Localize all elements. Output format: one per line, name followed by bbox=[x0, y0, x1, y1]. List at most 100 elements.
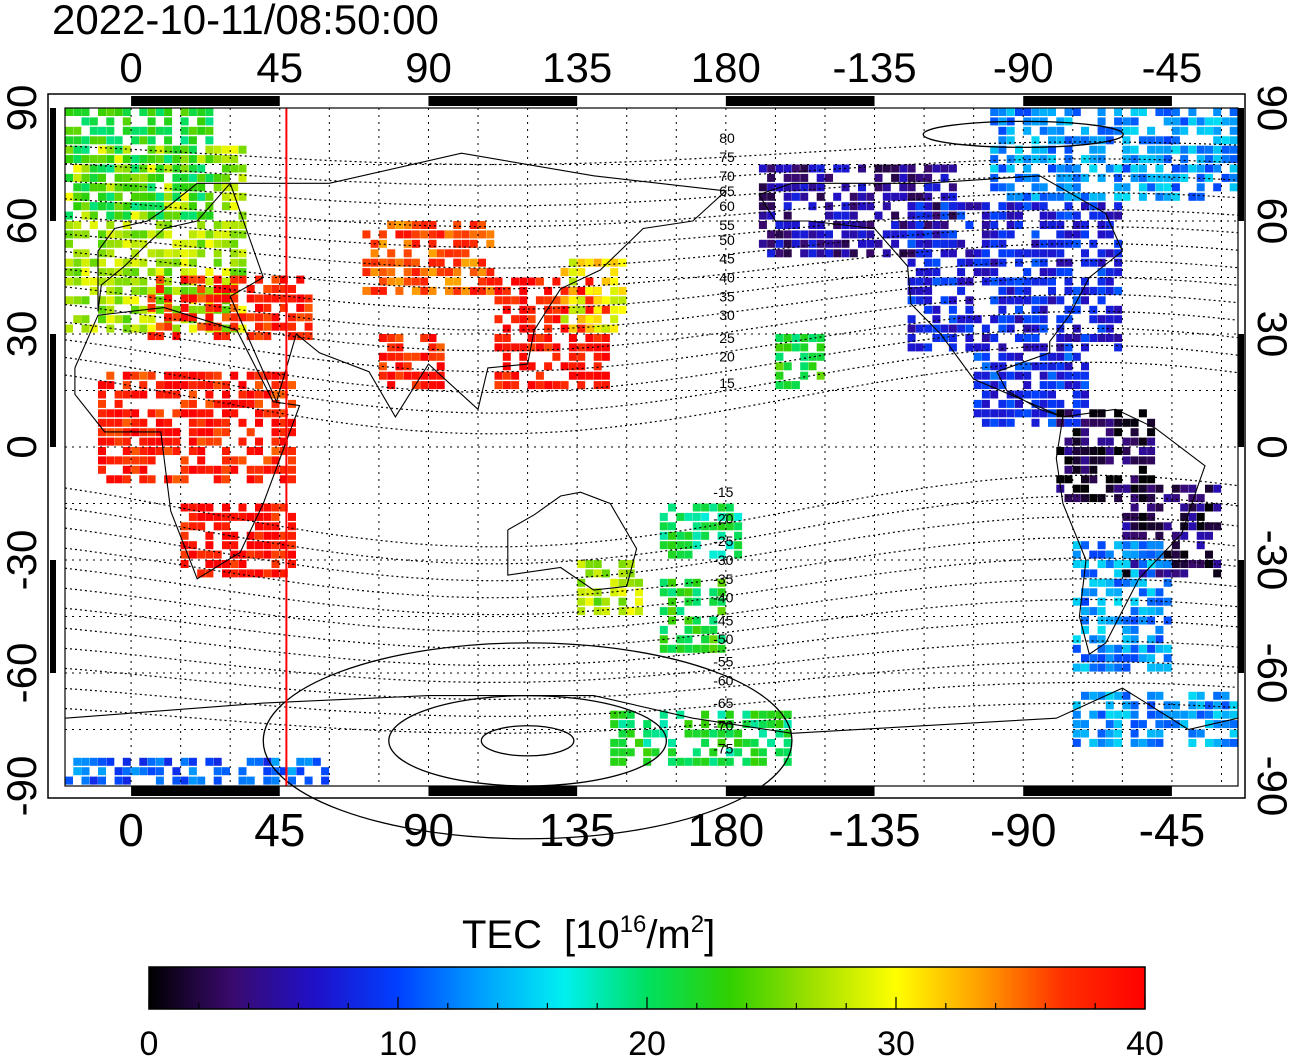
tec-cell bbox=[568, 305, 577, 314]
tec-cell bbox=[1023, 202, 1032, 211]
tec-cell bbox=[593, 352, 602, 361]
tec-cell bbox=[717, 720, 726, 729]
tec-cell bbox=[238, 456, 247, 465]
tec-cell bbox=[205, 531, 214, 540]
tec-cell bbox=[1163, 701, 1172, 710]
tec-cell bbox=[114, 277, 123, 286]
tec-cell bbox=[222, 221, 230, 229]
tec-cell bbox=[213, 322, 222, 331]
tec-cell bbox=[1089, 315, 1098, 324]
tec-cell bbox=[618, 560, 627, 568]
tec-cell bbox=[1039, 126, 1048, 135]
tec-cell bbox=[1130, 625, 1139, 634]
tec-cell bbox=[122, 126, 131, 135]
tec-cell bbox=[205, 569, 214, 578]
tec-cell bbox=[981, 202, 990, 211]
tec-cell bbox=[1147, 588, 1156, 597]
tec-cell bbox=[1171, 145, 1180, 154]
tec-cell bbox=[122, 221, 131, 229]
tec-cell bbox=[626, 560, 635, 568]
tec-cell bbox=[915, 268, 924, 277]
tec-cell bbox=[1097, 635, 1106, 644]
tec-cell bbox=[445, 249, 453, 258]
tec-cell bbox=[998, 211, 1007, 220]
contour-line bbox=[64, 598, 1239, 650]
tec-cell bbox=[1056, 173, 1065, 182]
tec-cell bbox=[263, 550, 272, 559]
tec-cell bbox=[114, 164, 123, 173]
tec-cell bbox=[1105, 315, 1114, 324]
tec-cell bbox=[750, 738, 759, 747]
tec-cell bbox=[1072, 644, 1081, 653]
tec-cell bbox=[1031, 315, 1040, 324]
contour-line bbox=[64, 640, 1239, 684]
tec-cell bbox=[197, 776, 206, 785]
tec-cell bbox=[800, 173, 809, 182]
tec-cell bbox=[1006, 136, 1015, 145]
tec-cell bbox=[1089, 155, 1098, 164]
tec-cell bbox=[114, 390, 123, 399]
tec-cell bbox=[1105, 136, 1114, 145]
tec-region-south-america-north bbox=[1056, 409, 1156, 503]
tec-cell bbox=[1039, 352, 1048, 361]
contour-label-north: 25 bbox=[719, 330, 735, 346]
tec-cell bbox=[288, 776, 296, 785]
tec-cell bbox=[387, 249, 396, 258]
tec-cell bbox=[651, 748, 660, 757]
tec-cell bbox=[271, 541, 280, 550]
tec-cell bbox=[461, 258, 470, 267]
contour-label-north: 50 bbox=[719, 232, 735, 248]
tec-cell bbox=[155, 437, 164, 446]
tec-cell bbox=[1064, 239, 1073, 248]
tec-cell bbox=[1072, 409, 1081, 418]
tec-cell bbox=[188, 202, 197, 211]
tec-cell bbox=[1048, 381, 1056, 390]
tec-cell bbox=[1039, 249, 1048, 258]
tec-cell bbox=[585, 371, 594, 380]
tec-cell bbox=[1122, 569, 1131, 578]
tec-cell bbox=[527, 343, 536, 352]
tec-cell bbox=[73, 258, 82, 267]
tec-cell bbox=[709, 550, 718, 559]
tec-cell bbox=[767, 173, 776, 182]
tec-cell bbox=[1147, 437, 1156, 446]
tec-cell bbox=[1081, 447, 1089, 455]
tec-cell bbox=[180, 371, 189, 380]
tec-cell bbox=[453, 286, 462, 295]
tec-cell bbox=[998, 126, 1007, 135]
tec-cell bbox=[965, 315, 974, 324]
tec-cell bbox=[907, 202, 916, 211]
tec-cell bbox=[965, 305, 974, 314]
tec-cell bbox=[395, 334, 404, 342]
tec-cell bbox=[1015, 390, 1023, 399]
tec-cell bbox=[1188, 701, 1197, 710]
tec-cell bbox=[73, 296, 82, 305]
tec-cell bbox=[98, 183, 106, 192]
colorbar-unit-base: [10 bbox=[564, 913, 620, 957]
tec-cell bbox=[131, 296, 140, 305]
tec-cell bbox=[131, 268, 140, 277]
tec-cell bbox=[197, 173, 206, 182]
tec-cell bbox=[1064, 409, 1073, 418]
tec-cell bbox=[222, 447, 230, 455]
tec-cell bbox=[321, 767, 330, 776]
tec-cell bbox=[527, 334, 536, 342]
tec-cell bbox=[1114, 597, 1123, 606]
tec-cell bbox=[238, 230, 247, 239]
tec-cell bbox=[709, 503, 718, 512]
tec-cell bbox=[1089, 465, 1098, 474]
tec-cell bbox=[1114, 484, 1123, 493]
tec-cell bbox=[172, 313, 181, 322]
tec-cell bbox=[717, 738, 726, 747]
frame-bar bbox=[428, 786, 578, 796]
tec-cell bbox=[692, 625, 701, 634]
tec-cell bbox=[222, 465, 230, 474]
magnetic-latitude-contours bbox=[64, 120, 1239, 840]
tec-cell bbox=[973, 399, 982, 408]
tec-cell bbox=[131, 390, 140, 399]
tec-cell bbox=[1039, 371, 1048, 380]
tec-cell bbox=[180, 409, 189, 418]
tec-cell bbox=[89, 183, 98, 192]
tec-cell bbox=[155, 164, 164, 173]
tec-cell bbox=[1114, 644, 1123, 653]
